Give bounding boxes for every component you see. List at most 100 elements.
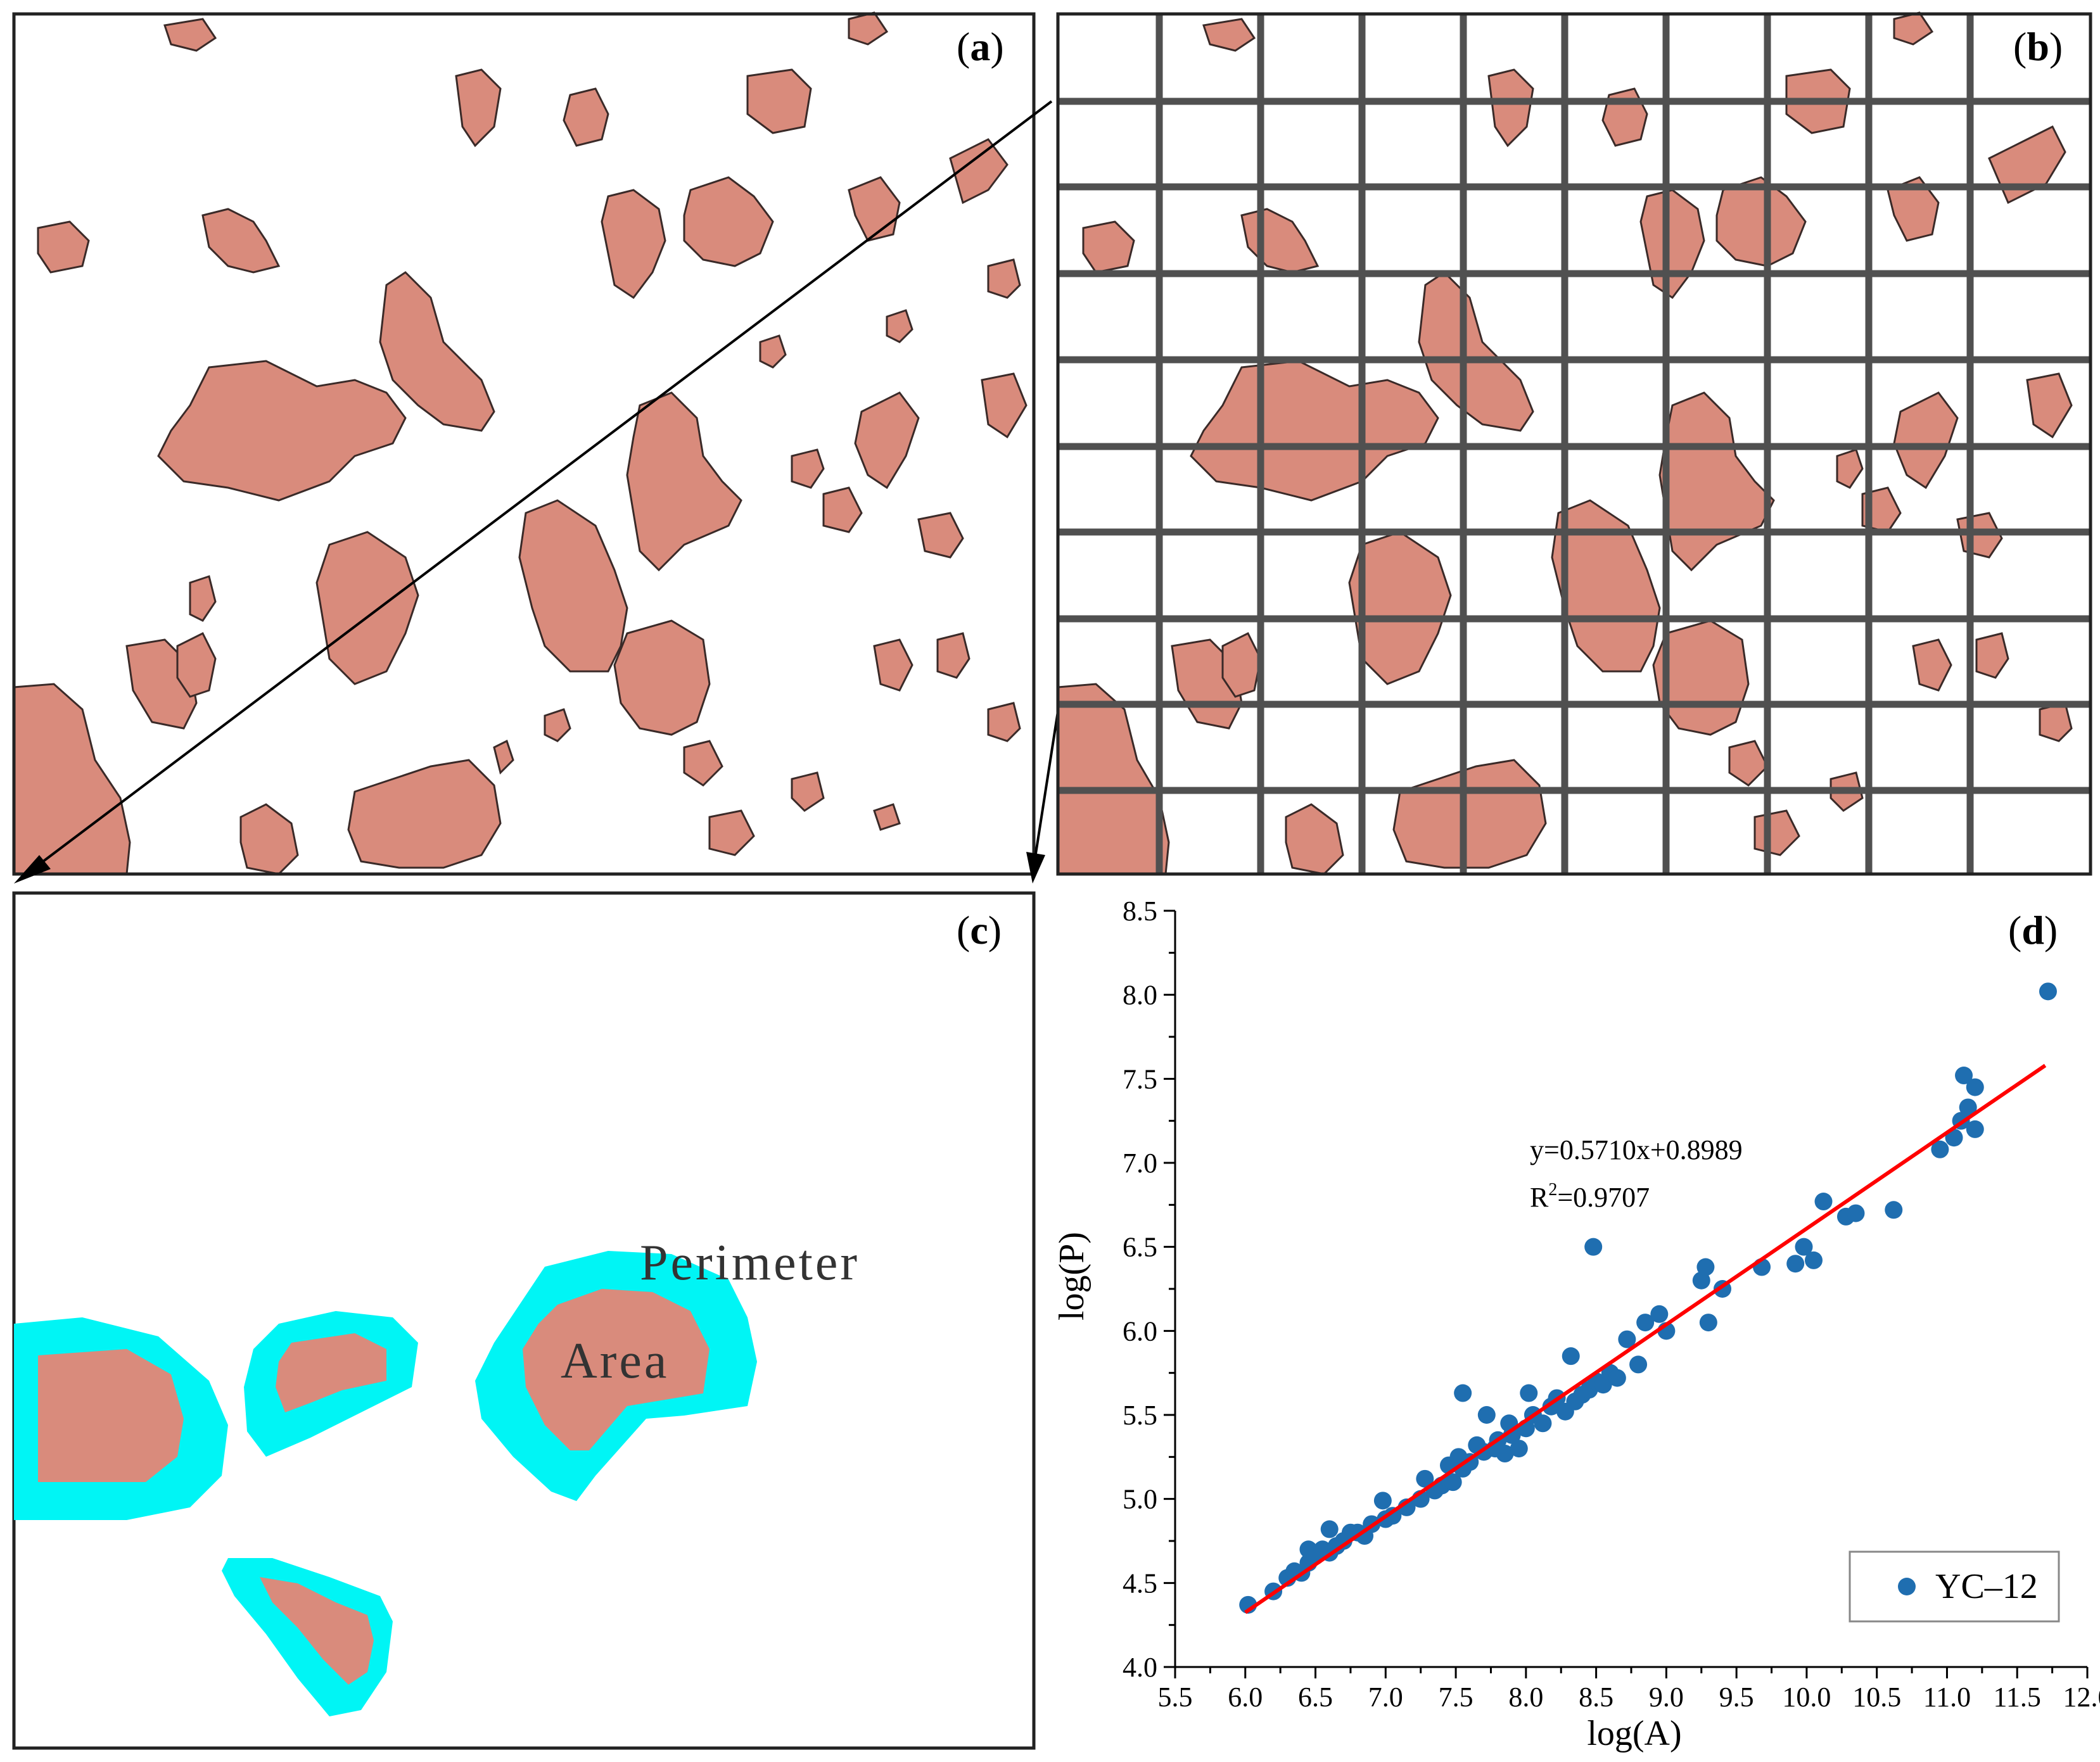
panel-c-label-letter: c xyxy=(970,908,988,953)
panel-d-label-open: ( xyxy=(2008,908,2021,953)
y-tick-label: 6.5 xyxy=(1123,1232,1157,1263)
x-tick-label: 9.5 xyxy=(1719,1682,1754,1713)
panel-b-label-letter: b xyxy=(2027,24,2049,69)
pore-mid xyxy=(244,1311,418,1457)
scatter-points xyxy=(1239,982,2057,1614)
y-axis-ticks: 4.0 4.5 5.0 5.5 6.0 6.5 7.0 7.5 8.0 8.5 xyxy=(1123,896,1175,1683)
data-point xyxy=(2039,982,2057,1001)
x-tick-label: 10.5 xyxy=(1852,1682,1901,1713)
y-tick-label: 8.0 xyxy=(1123,980,1157,1011)
data-point xyxy=(1477,1406,1496,1424)
y-tick-label: 5.0 xyxy=(1123,1484,1157,1515)
data-point xyxy=(1805,1251,1823,1269)
y-tick-label: 8.5 xyxy=(1123,896,1157,927)
data-point xyxy=(1636,1314,1655,1332)
r2-superscript: 2 xyxy=(1548,1180,1557,1200)
data-point xyxy=(1373,1492,1392,1510)
panel-d-chart: 5.5 6.0 6.5 7.0 7.5 8.0 8.5 9.0 9.5 10.0 10.5 11.0 1… xyxy=(1052,896,2100,1753)
x-tick-label: 6.0 xyxy=(1228,1682,1263,1713)
panel-d-label-letter: d xyxy=(2021,908,2044,953)
x-tick-label: 11.5 xyxy=(1994,1682,2041,1713)
panel-b-label-open: ( xyxy=(2013,24,2027,69)
x-axis-ticks: 5.5 6.0 6.5 7.0 7.5 8.0 8.5 9.0 9.5 10.0 10.5 11.0 1… xyxy=(1158,1667,2100,1713)
x-tick-label: 8.0 xyxy=(1508,1682,1543,1713)
legend-marker xyxy=(1898,1578,1916,1595)
x-tick-label: 7.5 xyxy=(1439,1682,1473,1713)
y-tick-label: 4.0 xyxy=(1123,1652,1157,1683)
x-tick-label: 12.0 xyxy=(2063,1682,2100,1713)
panel-a: (a) xyxy=(12,11,1036,876)
data-point xyxy=(1795,1238,1813,1256)
data-point xyxy=(1510,1440,1528,1458)
panel-a-label-open: ( xyxy=(957,24,970,69)
data-point xyxy=(1562,1347,1580,1366)
svg-text:(d): (d) xyxy=(2008,908,2058,953)
data-point xyxy=(1696,1258,1715,1276)
y-tick-label: 7.5 xyxy=(1123,1063,1157,1094)
x-tick-label: 10.0 xyxy=(1782,1682,1831,1713)
pore-left xyxy=(14,1317,228,1520)
y-tick-label: 7.0 xyxy=(1123,1148,1157,1179)
panel-d-label-close: ) xyxy=(2044,908,2058,953)
area-label: Area xyxy=(561,1333,669,1389)
legend-label: YC–12 xyxy=(1935,1567,2038,1606)
x-tick-label: 5.5 xyxy=(1158,1682,1193,1713)
data-point xyxy=(1520,1384,1538,1402)
y-tick-label: 4.5 xyxy=(1123,1568,1157,1599)
r2-prefix: R xyxy=(1530,1182,1549,1213)
data-point xyxy=(1618,1330,1636,1348)
panel-b-label-close: ) xyxy=(2049,24,2063,69)
x-tick-label: 8.5 xyxy=(1579,1682,1613,1713)
y-axis-title: log(P) xyxy=(1052,1232,1091,1321)
data-point xyxy=(1955,1067,1973,1085)
panel-a-pores xyxy=(13,11,1028,875)
data-point xyxy=(1786,1255,1805,1273)
data-point xyxy=(1320,1520,1339,1538)
data-point xyxy=(1959,1098,1977,1117)
perimeter-label: Perimeter xyxy=(640,1235,860,1291)
pore-main xyxy=(475,1251,757,1501)
panel-c-label-close: ) xyxy=(988,908,1002,953)
data-point xyxy=(1384,1507,1402,1525)
data-point xyxy=(1650,1305,1669,1323)
data-point xyxy=(1608,1369,1626,1387)
fit-equation: y=0.5710x+0.8989 xyxy=(1530,1134,1743,1165)
panel-a-label-close: ) xyxy=(990,24,1003,69)
data-point xyxy=(1503,1426,1521,1444)
panel-c-label-open: ( xyxy=(957,908,970,953)
svg-text:(c): (c) xyxy=(957,908,1002,953)
data-point xyxy=(1931,1140,1949,1158)
pore-bottom xyxy=(222,1558,393,1716)
legend: YC–12 xyxy=(1849,1550,2060,1623)
x-tick-label: 11.0 xyxy=(1923,1682,1971,1713)
data-point xyxy=(1444,1473,1462,1492)
data-point xyxy=(1534,1414,1552,1433)
data-point xyxy=(1885,1201,1903,1219)
x-tick-label: 9.0 xyxy=(1649,1682,1684,1713)
data-point xyxy=(1629,1355,1648,1374)
svg-text:(b): (b) xyxy=(2013,24,2063,69)
data-point xyxy=(1966,1120,1984,1138)
x-tick-label: 7.0 xyxy=(1368,1682,1403,1713)
data-point xyxy=(1814,1193,1833,1211)
data-point xyxy=(1584,1238,1603,1256)
data-point xyxy=(1966,1078,1984,1096)
x-axis-title: log(A) xyxy=(1587,1714,1681,1753)
panel-c: Perimeter Area (c) xyxy=(12,891,1036,1750)
data-point xyxy=(1416,1469,1434,1488)
data-point xyxy=(1945,1129,1963,1147)
svg-text:(a): (a) xyxy=(957,24,1004,69)
svg-text:R2=0.9707: R2=0.9707 xyxy=(1530,1180,1650,1213)
fit-line xyxy=(1244,1063,2047,1614)
x-tick-label: 6.5 xyxy=(1298,1682,1333,1713)
panel-b-grid xyxy=(1058,14,2090,874)
panel-a-label-letter: a xyxy=(970,24,990,69)
data-point xyxy=(1847,1204,1865,1222)
r2-value: =0.9707 xyxy=(1557,1182,1650,1213)
data-point xyxy=(1692,1271,1710,1290)
data-point xyxy=(1699,1314,1717,1332)
data-point xyxy=(1496,1445,1514,1463)
y-tick-label: 6.0 xyxy=(1123,1315,1157,1347)
panel-b: (b) xyxy=(1056,11,2092,876)
